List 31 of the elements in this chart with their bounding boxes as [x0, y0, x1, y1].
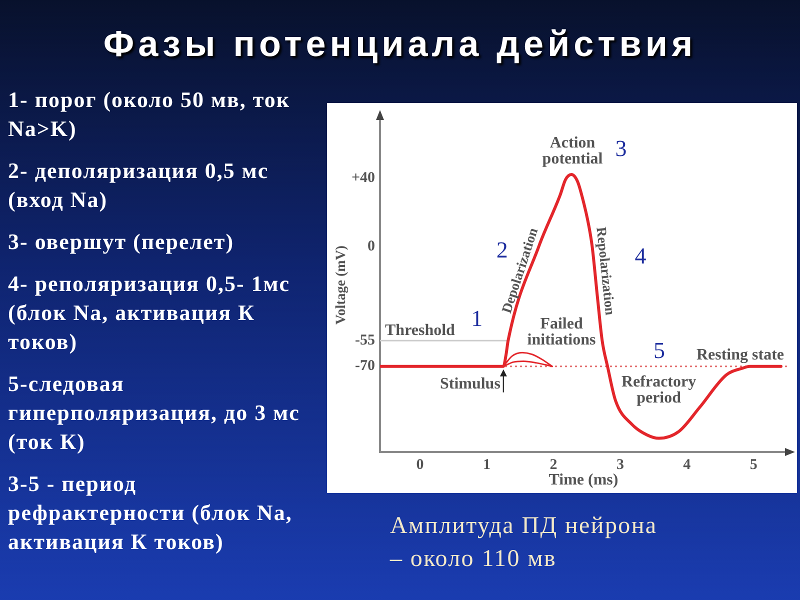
annotation: Action potential	[542, 134, 604, 168]
x-tick-label: 2	[550, 456, 558, 473]
x-tick-label: 5	[750, 456, 758, 473]
x-tick-label: 3	[616, 456, 624, 473]
annotation: 1	[471, 306, 483, 332]
text: 4- реполяризация 0,5- 1мс (блок Na, активация К токов)	[8, 270, 292, 356]
y-tick-label: 0	[368, 238, 375, 254]
text: 2- деполяризация 0,5 мс (вход Na)	[8, 157, 270, 214]
x-axis-title: Time (ms)	[548, 472, 618, 489]
y-tick-label: -55	[355, 332, 375, 349]
ref-line-label: Resting state	[696, 346, 784, 364]
annotation: Refractory period	[621, 373, 696, 406]
y-axis-title: Voltage (mV)	[334, 245, 350, 325]
annotation: 3	[615, 136, 627, 162]
text: 3- овершут (перелет)	[8, 228, 236, 256]
annotation: Failed initiations	[527, 316, 596, 349]
annotation: 5	[653, 338, 665, 363]
text: 3-5 - период рефрактерности (блок Na, активация К токов)	[8, 470, 294, 556]
x-tick-label: 4	[683, 456, 692, 473]
y-tick-label: -70	[355, 358, 375, 374]
text: 1- порог (около 50 мв, ток Na>K)	[8, 86, 292, 143]
annotation: Stimulus	[440, 376, 500, 392]
x-tick-label: 0	[416, 456, 424, 473]
ref-line-label: Threshold	[385, 322, 456, 339]
y-tick-label: +40	[351, 170, 375, 186]
chart-title: Фазы потенциала действия	[102, 22, 698, 66]
text: Амплитуда ПД нейрона – около 110 мв	[390, 512, 658, 574]
text: 5-следовая гиперполяризация, до 3 мс (ток К)	[8, 370, 301, 456]
annotation: 4	[634, 243, 647, 268]
annotation: Repolarization	[592, 226, 617, 316]
x-tick-label: 1	[483, 456, 491, 473]
